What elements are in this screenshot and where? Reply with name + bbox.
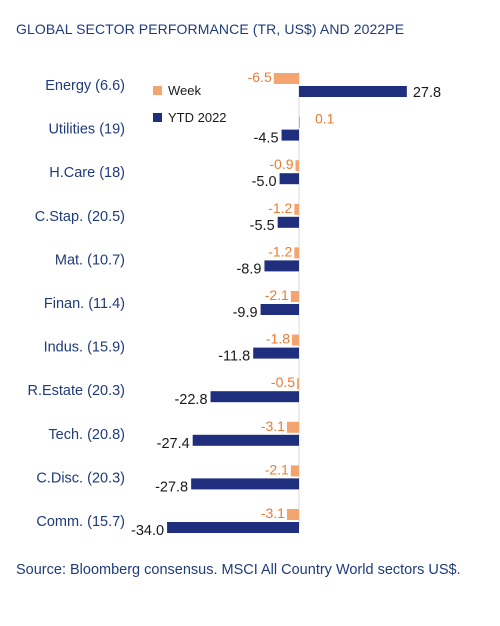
week-data-label: -6.5 [248, 69, 272, 85]
ytd-bar [192, 434, 299, 446]
ytd-bar [279, 173, 299, 185]
week-data-label: -3.1 [261, 505, 285, 521]
week-data-label: -1.8 [266, 331, 290, 347]
week-data-label: -2.1 [265, 287, 289, 303]
ytd-bar [191, 478, 299, 490]
category-label: C.Stap. (20.5) [35, 209, 125, 225]
legend-week-label: Week [168, 83, 201, 98]
chart-title: GLOBAL SECTOR PERFORMANCE (TR, US$) AND … [16, 21, 405, 37]
week-data-label: -1.2 [268, 200, 292, 216]
week-bar [286, 421, 299, 433]
week-bar [299, 116, 300, 128]
week-bar [294, 203, 299, 215]
week-data-label: 0.1 [315, 111, 335, 127]
ytd-bar [299, 86, 407, 97]
week-data-label: -3.1 [261, 418, 285, 434]
ytd-data-label: -4.5 [254, 131, 279, 147]
ytd-bar [264, 260, 299, 272]
ytd-data-label: 27.8 [413, 85, 441, 101]
legend-ytd-label: YTD 2022 [168, 110, 227, 125]
category-label: R.Estate (20.3) [27, 383, 125, 399]
ytd-data-label: -5.5 [250, 218, 275, 234]
ytd-data-label: -5.0 [252, 174, 277, 190]
week-data-label: -1.2 [268, 243, 292, 259]
week-bar [295, 160, 299, 172]
ytd-data-label: -11.8 [218, 349, 250, 365]
category-label: Finan. (11.4) [44, 296, 125, 312]
legend-ytd-swatch [153, 113, 162, 122]
ytd-data-label: -27.4 [157, 436, 190, 452]
week-bar [297, 378, 299, 390]
ytd-data-label: -9.9 [233, 305, 258, 321]
sector-performance-chart: Energy (6.6) -6.5 27.8 Utilities (19) 0.1 -4.… [27, 69, 441, 539]
category-label: Indus. (15.9) [44, 340, 125, 356]
source-note: Source: Bloomberg consensus. MSCI All Co… [16, 562, 461, 578]
week-bar [292, 334, 299, 346]
category-label: C.Disc. (20.3) [36, 470, 125, 486]
category-label: Mat. (10.7) [55, 252, 125, 268]
ytd-bar [167, 522, 299, 533]
ytd-data-label: -34.0 [131, 523, 164, 539]
week-bar [294, 247, 299, 259]
week-bar [290, 465, 299, 477]
legend-week-swatch [153, 86, 162, 95]
week-data-label: -0.9 [269, 156, 293, 172]
category-label: Energy (6.6) [45, 78, 125, 94]
week-data-label: -0.5 [271, 374, 295, 390]
category-label: Utilities (19) [48, 122, 125, 138]
ytd-bar [210, 391, 299, 403]
category-label: Tech. (20.8) [48, 427, 125, 443]
week-bar [290, 291, 299, 302]
category-label: H.Care (18) [49, 165, 125, 181]
ytd-data-label: -27.8 [155, 479, 188, 495]
ytd-bar [253, 347, 299, 359]
ytd-bar [260, 304, 299, 315]
ytd-bar [277, 216, 299, 228]
ytd-bar [281, 129, 299, 141]
ytd-data-label: -8.9 [236, 261, 261, 277]
week-data-label: -2.1 [265, 461, 289, 477]
week-bar [286, 509, 299, 520]
week-bar [273, 73, 299, 84]
category-label: Comm. (15.7) [36, 514, 125, 530]
ytd-data-label: -22.8 [174, 392, 207, 408]
